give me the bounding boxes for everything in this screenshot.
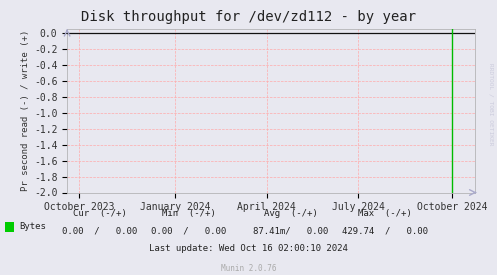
Text: RRDTOOL / TOBI OETIKER: RRDTOOL / TOBI OETIKER bbox=[489, 63, 494, 146]
Text: Cur  (-/+): Cur (-/+) bbox=[73, 209, 126, 218]
Text: Avg  (-/+): Avg (-/+) bbox=[264, 209, 318, 218]
Text: 87.41m/   0.00: 87.41m/ 0.00 bbox=[253, 227, 329, 235]
Text: Last update: Wed Oct 16 02:00:10 2024: Last update: Wed Oct 16 02:00:10 2024 bbox=[149, 244, 348, 253]
Text: Bytes: Bytes bbox=[19, 222, 46, 231]
Text: 0.00  /   0.00: 0.00 / 0.00 bbox=[151, 227, 227, 235]
Y-axis label: Pr second read (-) / write (+): Pr second read (-) / write (+) bbox=[21, 30, 30, 191]
Text: 429.74  /   0.00: 429.74 / 0.00 bbox=[342, 227, 428, 235]
Text: Min  (-/+): Min (-/+) bbox=[162, 209, 216, 218]
Text: Max  (-/+): Max (-/+) bbox=[358, 209, 412, 218]
Text: 0.00  /   0.00: 0.00 / 0.00 bbox=[62, 227, 137, 235]
Text: Munin 2.0.76: Munin 2.0.76 bbox=[221, 264, 276, 273]
Text: Disk throughput for /dev/zd112 - by year: Disk throughput for /dev/zd112 - by year bbox=[81, 10, 416, 24]
